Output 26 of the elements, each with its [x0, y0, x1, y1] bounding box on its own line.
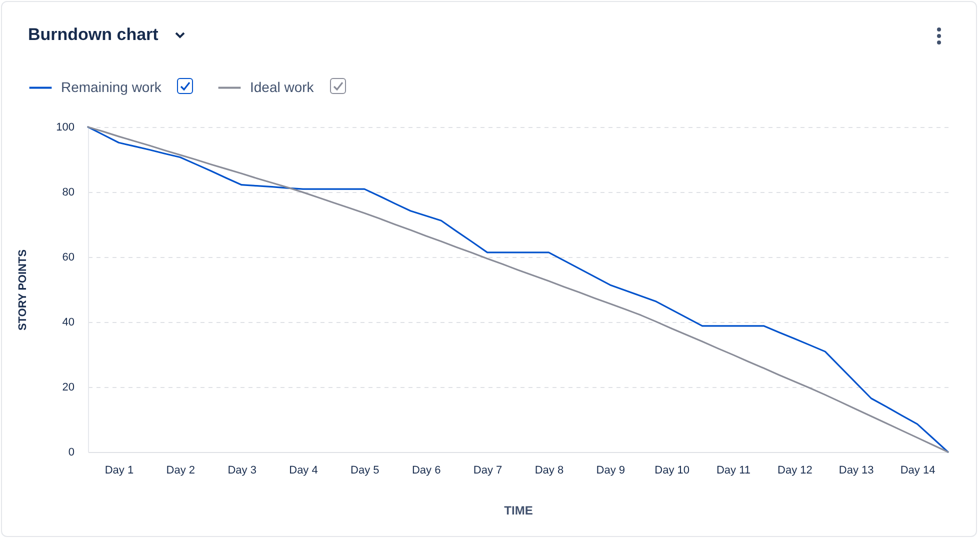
x-tick-label: Day 8 [534, 464, 564, 476]
x-tick-label: Day 1 [104, 464, 134, 476]
x-tick-label: Day 9 [596, 464, 626, 476]
x-tick-label: Day 14 [900, 464, 936, 476]
x-tick-label: Day 11 [716, 464, 751, 476]
x-tick-label: Day 10 [654, 464, 690, 476]
x-tick-label: Day 6 [412, 464, 441, 476]
legend-label: Ideal work [250, 78, 315, 95]
y-tick-label: 80 [62, 186, 74, 198]
x-tick-label: Day 13 [838, 464, 874, 476]
legend-label: Remaining work [61, 78, 162, 95]
x-tick-label: Day 5 [350, 464, 380, 476]
y-axis-title: STORY POINTS [17, 249, 30, 331]
x-tick-label: Day 7 [473, 464, 502, 476]
x-tick-label: Day 2 [166, 464, 196, 476]
y-tick-label: 20 [62, 382, 74, 394]
y-tick-label: 0 [68, 446, 74, 458]
y-tick-label: 60 [62, 252, 74, 264]
x-tick-label: Day 4 [289, 464, 318, 476]
line-series [87, 126, 949, 453]
x-axis-title: TIME [504, 504, 533, 518]
y-tick-label: 100 [56, 122, 74, 134]
x-tick-label: Day 12 [778, 464, 812, 476]
y-tick-label: 40 [62, 316, 74, 328]
chart-title: Burndown chart [28, 25, 158, 44]
x-tick-label: Day 3 [228, 464, 256, 476]
